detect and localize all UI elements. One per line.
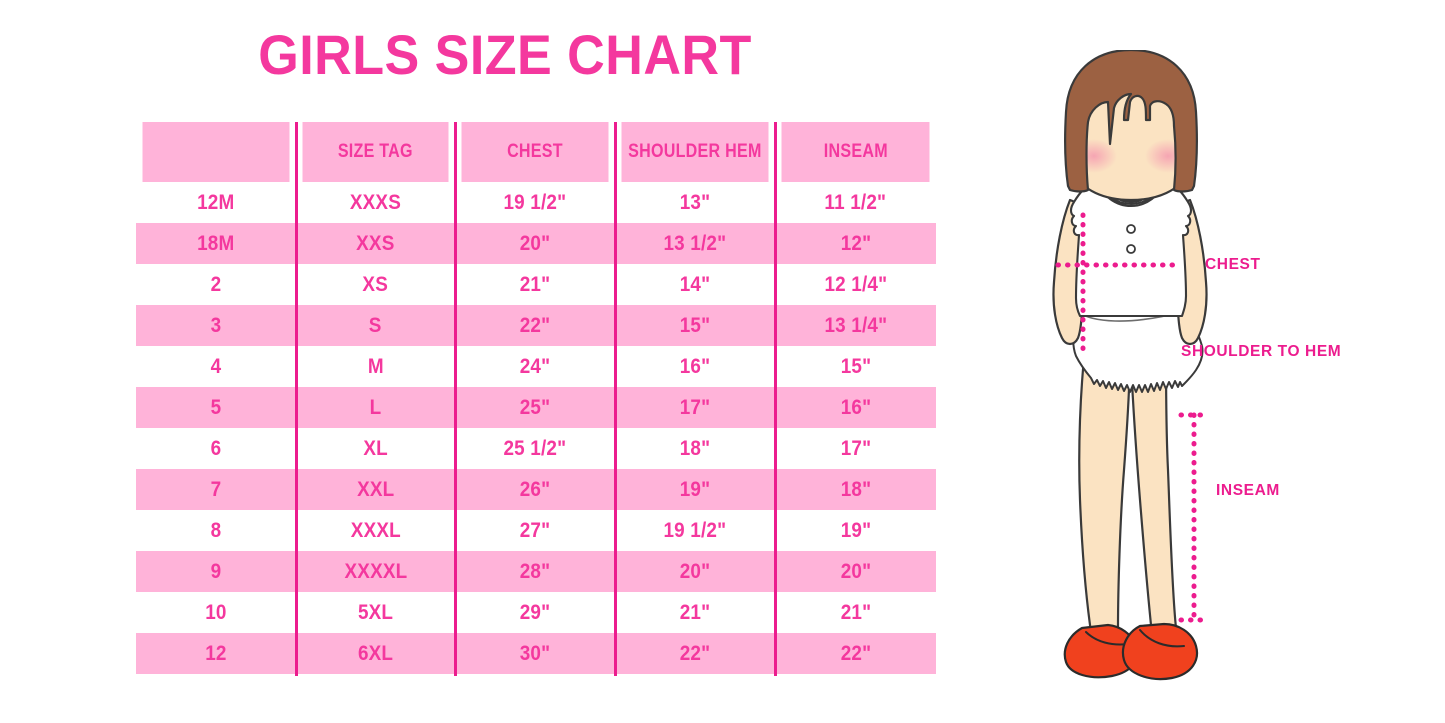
table-row: 8 XXXL 27" 19 1/2" 19" [136, 510, 936, 551]
cell-size: 4 [136, 346, 296, 387]
cell-inseam: 22" [775, 633, 936, 674]
button-bottom [1126, 244, 1136, 254]
cell-chest: 25 1/2" [455, 428, 615, 469]
cell-shoulder-hem: 22" [615, 633, 775, 674]
table-header-row: SIZE TAG CHEST SHOULDER HEM INSEAM [136, 122, 936, 182]
cell-chest: 28" [455, 551, 615, 592]
cell-size-tag: XXXXL [296, 551, 455, 592]
cell-size-tag: L [296, 387, 455, 428]
cell-size-tag: S [296, 305, 455, 346]
cell-size-tag: 5XL [296, 592, 455, 633]
table-row: 10 5XL 29" 21" 21" [136, 592, 936, 633]
measurement-label-chest: CHEST [1205, 256, 1261, 273]
cell-shoulder-hem: 18" [615, 428, 775, 469]
table-row: 12M XXXS 19 1/2" 13" 11 1/2" [136, 182, 936, 223]
cell-shoulder-hem: 19 1/2" [615, 510, 775, 551]
cell-size-tag: XXL [296, 469, 455, 510]
cell-size-tag: XXXS [296, 182, 455, 223]
cell-size-tag: XS [296, 264, 455, 305]
cell-shoulder-hem: 14" [615, 264, 775, 305]
cell-size: 5 [136, 387, 296, 428]
cell-size-tag: XXS [296, 223, 455, 264]
cell-shoulder-hem: 21" [615, 592, 775, 633]
column-header-inseam: INSEAM [781, 122, 930, 182]
page-title: GIRLS SIZE CHART [258, 23, 752, 86]
column-header-size-tag: SIZE TAG [302, 122, 449, 182]
cell-inseam: 12" [775, 223, 936, 264]
column-header-shoulder-hem: SHOULDER HEM [621, 122, 769, 182]
head-group [1064, 50, 1198, 204]
column-divider [774, 122, 777, 676]
table-row: 6 XL 25 1/2" 18" 17" [136, 428, 936, 469]
column-divider [454, 122, 457, 676]
cell-size: 12 [136, 633, 296, 674]
cell-size: 9 [136, 551, 296, 592]
cell-inseam: 17" [775, 428, 936, 469]
cell-inseam: 15" [775, 346, 936, 387]
shoes-group [1063, 622, 1199, 681]
cell-inseam: 13 1/4" [775, 305, 936, 346]
measurement-lines [1055, 212, 1210, 623]
cell-size: 6 [136, 428, 296, 469]
table-row: 4 M 24" 16" 15" [136, 346, 936, 387]
cell-chest: 24" [455, 346, 615, 387]
cell-size: 8 [136, 510, 296, 551]
cell-chest: 25" [455, 387, 615, 428]
button-top [1126, 224, 1136, 234]
column-header-chest: CHEST [461, 122, 609, 182]
cell-shoulder-hem: 17" [615, 387, 775, 428]
cell-shoulder-hem: 16" [615, 346, 775, 387]
cell-size: 7 [136, 469, 296, 510]
cell-chest: 27" [455, 510, 615, 551]
table-row: 2 XS 21" 14" 12 1/4" [136, 264, 936, 305]
cell-chest: 22" [455, 305, 615, 346]
cell-shoulder-hem: 19" [615, 469, 775, 510]
cell-size-tag: M [296, 346, 455, 387]
cell-inseam: 21" [775, 592, 936, 633]
cell-shoulder-hem: 20" [615, 551, 775, 592]
cell-size: 2 [136, 264, 296, 305]
cell-shoulder-hem: 15" [615, 305, 775, 346]
cell-chest: 21" [455, 264, 615, 305]
cell-shoulder-hem: 13" [615, 182, 775, 223]
table-row: 5 L 25" 17" 16" [136, 387, 936, 428]
measurement-label-inseam: INSEAM [1216, 482, 1280, 499]
cell-inseam: 20" [775, 551, 936, 592]
cell-size: 12M [136, 182, 296, 223]
cell-size: 18M [136, 223, 296, 264]
cell-size: 10 [136, 592, 296, 633]
cell-chest: 20" [455, 223, 615, 264]
cell-chest: 29" [455, 592, 615, 633]
cell-inseam: 11 1/2" [775, 182, 936, 223]
cell-size-tag: XL [296, 428, 455, 469]
cell-size-tag: XXXL [296, 510, 455, 551]
table-row: 7 XXL 26" 19" 18" [136, 469, 936, 510]
cell-chest: 26" [455, 469, 615, 510]
table-row: 18M XXS 20" 13 1/2" 12" [136, 223, 936, 264]
measurement-label-shoulder-to-hem: SHOULDER TO HEM [1181, 343, 1342, 360]
column-divider [295, 122, 298, 676]
cell-inseam: 16" [775, 387, 936, 428]
cell-chest: 30" [455, 633, 615, 674]
table-row: 12 6XL 30" 22" 22" [136, 633, 936, 674]
cell-inseam: 12 1/4" [775, 264, 936, 305]
cell-inseam: 19" [775, 510, 936, 551]
table-row: 3 S 22" 15" 13 1/4" [136, 305, 936, 346]
cell-size-tag: 6XL [296, 633, 455, 674]
table-row: 9 XXXXL 28" 20" 20" [136, 551, 936, 592]
girl-figure-illustration [1000, 50, 1260, 690]
cell-size: 3 [136, 305, 296, 346]
size-chart-table: SIZE TAG CHEST SHOULDER HEM INSEAM 12M X… [136, 122, 936, 674]
cell-chest: 19 1/2" [455, 182, 615, 223]
cell-shoulder-hem: 13 1/2" [615, 223, 775, 264]
column-divider [614, 122, 617, 676]
column-header-size [142, 122, 290, 182]
cell-inseam: 18" [775, 469, 936, 510]
